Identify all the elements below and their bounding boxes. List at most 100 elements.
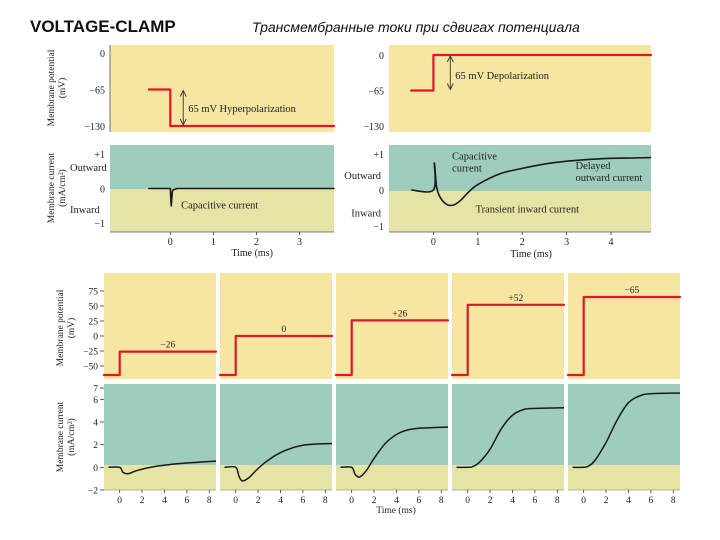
series-step-label-3: +26 [392, 309, 407, 319]
series-inward-bg-4 [452, 465, 564, 490]
depol-capacitive-annotation-2: current [452, 163, 482, 174]
depol-delayed-annotation-2: outward current [576, 173, 643, 184]
series-current-trace-4 [456, 407, 565, 469]
depol-outward-label: Outward [344, 171, 381, 182]
depol-current-tick-label: −1 [373, 222, 384, 233]
hyper-current-tick-label: +1 [94, 150, 105, 161]
hyper-x-label: Time (ms) [231, 248, 273, 259]
series-x-tick-label: 8 [671, 496, 676, 506]
hyper-current-ylabel-1: Membrane current [47, 152, 57, 223]
series-voltage-trace-1 [102, 350, 218, 377]
hyper-voltage-ylabel-2: (mV) [57, 78, 68, 99]
hyper-x-tick-label: 3 [297, 237, 302, 248]
depol-x-tick-label: 0 [431, 237, 436, 248]
depol-transient-annotation: Transient inward current [476, 204, 580, 215]
series-x-tick-label: 2 [604, 496, 609, 506]
series-x-tick-label: 6 [417, 496, 422, 506]
depol-current-tick-label: +1 [373, 150, 384, 161]
series-voltage-ylabel-1: Membrane potential [56, 289, 66, 366]
series-x-tick-label: 8 [555, 496, 560, 506]
series-voltage-tick-label: −50 [83, 363, 98, 373]
series-voltage-tick-label: 0 [93, 333, 98, 343]
series-x-tick-label: 2 [488, 496, 493, 506]
series-outward-bg-5 [568, 384, 680, 466]
series-voltage-trace-3 [334, 319, 450, 377]
depol-x-tick-label: 3 [564, 237, 569, 248]
series-voltage-trace-5 [566, 295, 682, 377]
hyper-outward-label: Outward [70, 163, 107, 174]
series-inward-bg-3 [336, 465, 448, 490]
series-x-tick-label: 4 [394, 496, 399, 506]
series-x-tick-label: 0 [233, 496, 238, 506]
series-step-label-1: −26 [160, 341, 175, 351]
depol-current-tick-label: 0 [379, 186, 384, 197]
series-step-label-2: 0 [281, 325, 286, 335]
series-voltage-trace-2 [218, 334, 334, 377]
series-voltage-tick-label: 75 [89, 288, 99, 298]
depol-voltage-tick-label: −65 [368, 87, 384, 98]
hyper-outward-bg [110, 145, 334, 189]
series-current-trace-3 [340, 426, 449, 478]
depol-x-label: Time (ms) [510, 249, 552, 260]
series-voltage-tick-label: 50 [89, 303, 99, 313]
series-x-tick-label: 2 [140, 496, 145, 506]
hyper-current-annotation: Capacitive current [181, 201, 258, 212]
series-x-tick-label: 8 [323, 496, 328, 506]
hyper-voltage-annotation: 65 mV Hyperpolarization [188, 104, 296, 115]
series-current-trace-1 [108, 460, 217, 475]
series-x-tick-label: 6 [649, 496, 654, 506]
depol-inward-bg [389, 191, 651, 232]
series-current-tick-label: 0 [93, 464, 98, 474]
series-x-tick-label: 0 [465, 496, 470, 506]
page-title: VOLTAGE-CLAMP [30, 17, 176, 36]
hyper-current-ylabel-2: (mA/cm²) [57, 169, 68, 207]
hyper-x-tick-label: 0 [168, 237, 173, 248]
hyper-x-tick-label: 1 [211, 237, 216, 248]
series-voltage-trace-4 [450, 303, 566, 377]
series-outward-bg-1 [104, 384, 216, 466]
series-current-tick-label: −2 [88, 487, 98, 497]
depol-x-tick-label: 1 [475, 237, 480, 248]
hyper-voltage-tick-label: 0 [100, 49, 105, 60]
series-x-label: Time (ms) [376, 505, 416, 516]
series-current-tick-label: 7 [93, 385, 98, 395]
series-x-tick-label: 0 [581, 496, 586, 506]
series-x-tick-label: 8 [439, 496, 444, 506]
series-voltage-bg-3 [336, 273, 448, 379]
series-x-tick-label: 0 [349, 496, 354, 506]
hyper-voltage-tick-label: −65 [89, 86, 105, 97]
series-current-trace-5 [572, 392, 681, 469]
depol-voltage-trace [410, 53, 653, 92]
hyper-x-tick-label: 2 [254, 237, 259, 248]
series-current-tick-label: 4 [93, 419, 98, 429]
series-outward-bg-3 [336, 384, 448, 466]
depol-voltage-bg [389, 45, 651, 132]
series-x-tick-label: 6 [301, 496, 306, 506]
series-x-tick-label: 6 [533, 496, 538, 506]
hyper-voltage-bg [110, 45, 334, 132]
hyper-current-tick-label: −1 [94, 219, 105, 230]
hyper-current-trace [148, 187, 335, 207]
hyper-current-tick-label: 0 [100, 185, 105, 196]
series-inward-bg-2 [220, 465, 332, 490]
series-x-tick-label: 4 [162, 496, 167, 506]
page-subtitle: Трансмембранные токи при сдвигах потенци… [252, 19, 580, 35]
depol-voltage-annotation: 65 mV Depolarization [455, 71, 549, 82]
series-outward-bg-4 [452, 384, 564, 466]
series-voltage-ylabel-2: (mV) [66, 318, 77, 339]
hyper-voltage-ylabel-1: Membrane potential [47, 49, 57, 126]
depol-inward-label: Inward [351, 208, 381, 219]
depol-voltage-tick-label: 0 [379, 51, 384, 62]
depol-current-trace [411, 156, 652, 207]
series-current-trace-2 [224, 442, 333, 482]
depol-delayed-annotation-1: Delayed [576, 161, 612, 172]
hyper-inward-bg [110, 189, 334, 232]
depol-outward-bg [389, 145, 651, 191]
series-x-tick-label: 6 [185, 496, 190, 506]
series-x-tick-label: 4 [510, 496, 515, 506]
series-current-ylabel-1: Membrane current [56, 401, 66, 472]
hyper-inward-label: Inward [70, 205, 100, 216]
depol-voltage-tick-label: −130 [363, 122, 384, 133]
series-inward-bg-5 [568, 465, 680, 490]
